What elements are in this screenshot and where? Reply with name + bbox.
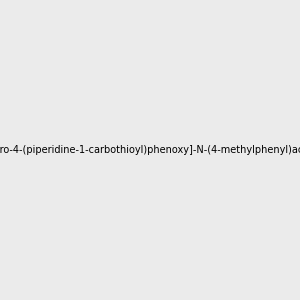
Text: 2-[2-chloro-4-(piperidine-1-carbothioyl)phenoxy]-N-(4-methylphenyl)acetamide: 2-[2-chloro-4-(piperidine-1-carbothioyl)… [0, 145, 300, 155]
